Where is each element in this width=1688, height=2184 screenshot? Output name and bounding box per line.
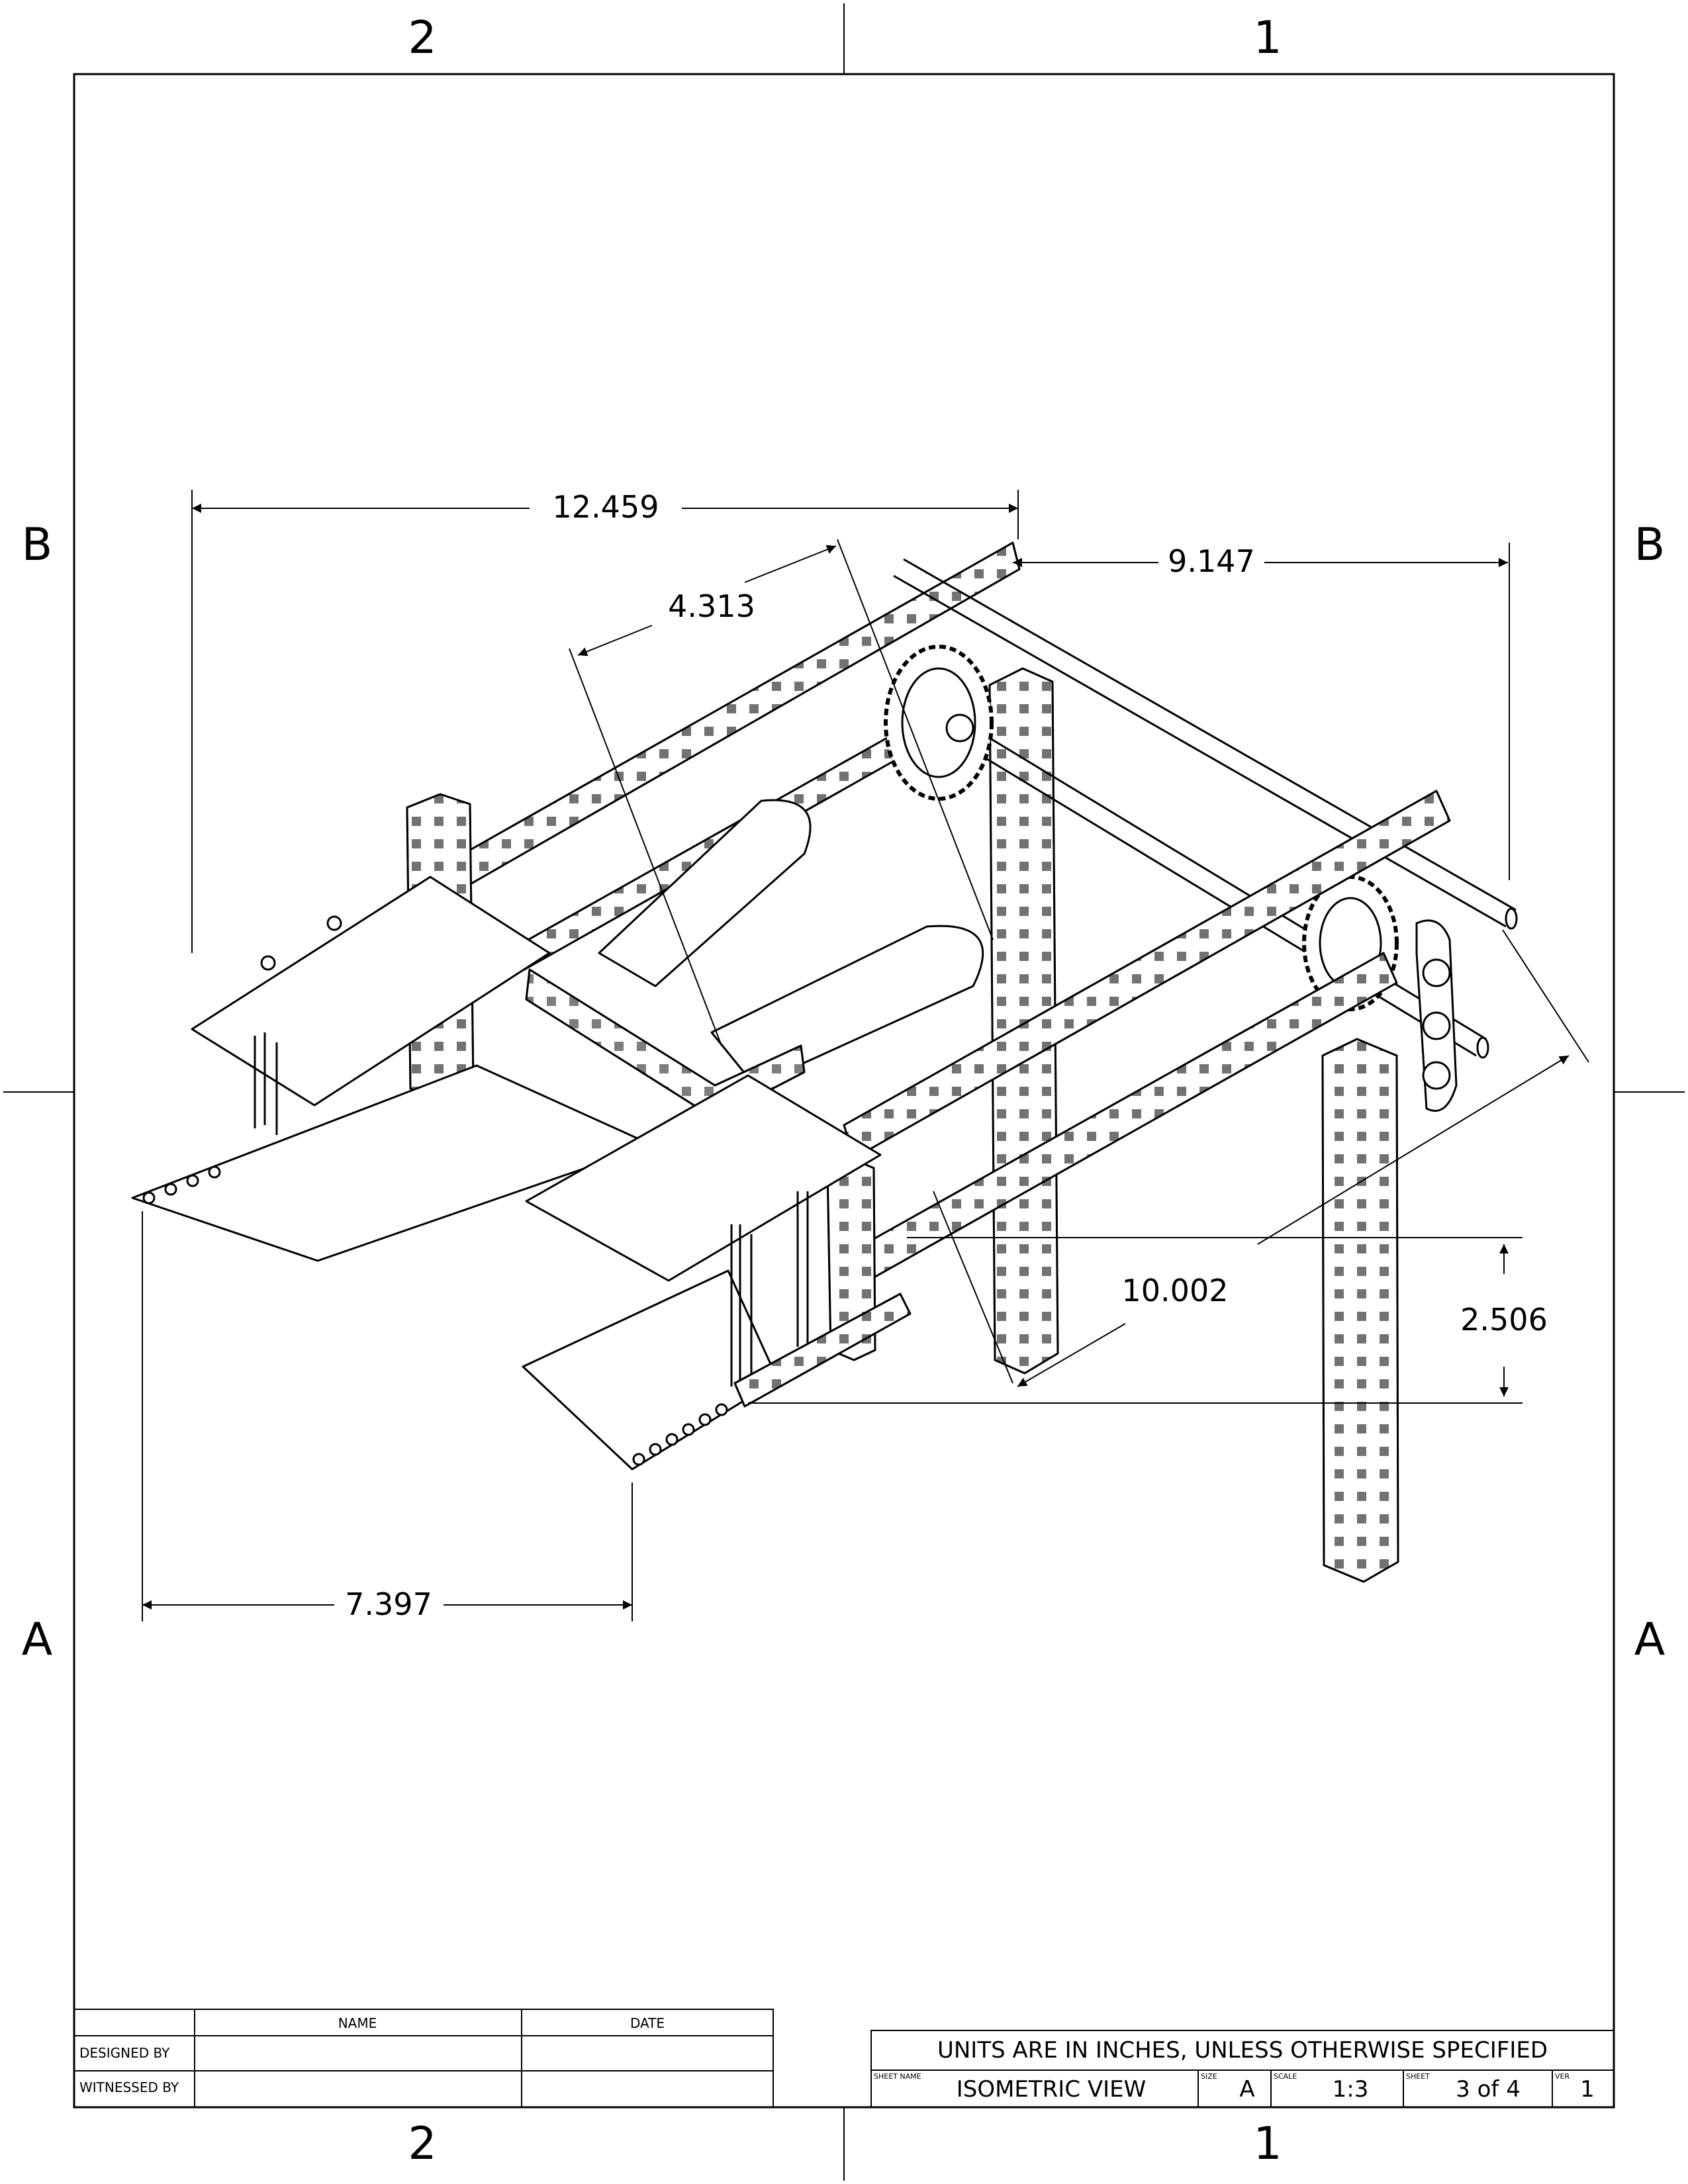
zone-label-left-upper: B (22, 519, 53, 571)
dimension-depth-right: 9.147 (1168, 543, 1255, 579)
zone-label-bottom-left: 2 (408, 2118, 436, 2170)
drive-shaft-lower (962, 727, 1489, 1059)
sheet-name-value: ISOMETRIC VIEW (957, 2076, 1147, 2103)
center-top-plate (525, 1074, 882, 1282)
dimension-diagonal: 10.002 (1122, 1273, 1229, 1308)
isometric-chassis-drawing (131, 541, 1518, 1583)
signature-block (73, 2009, 774, 2108)
right-tall-leg (1321, 1038, 1399, 1583)
sheet-label: SHEET (1406, 2072, 1430, 2081)
dimension-height-offset: 2.506 (1460, 1302, 1548, 1338)
designed-by-label: DESIGNED BY (79, 2045, 170, 2061)
size-label: SIZE (1201, 2072, 1217, 2081)
zone-label-left-lower: A (22, 1614, 53, 1666)
sheet-number-value: 3 of 4 (1456, 2076, 1521, 2103)
dimension-plate-width: 4.313 (668, 588, 755, 624)
witnessed-by-date-field[interactable] (523, 2072, 772, 2106)
slot-plate-upper (598, 799, 812, 987)
scale-value: 1:3 (1333, 2076, 1369, 2103)
zone-label-right-lower: A (1634, 1614, 1665, 1666)
left-top-plate (191, 876, 551, 1135)
sheet-name-label: SHEET NAME (874, 2072, 921, 2081)
zone-label-bottom-right: 1 (1253, 2118, 1282, 2170)
zone-dividers (3, 3, 1685, 2181)
ver-label: VER (1555, 2072, 1570, 2081)
front-standoffs (730, 1191, 809, 1387)
designed-by-date-field[interactable] (523, 2037, 772, 2070)
dimension-overall-width: 12.459 (553, 489, 659, 525)
drive-shaft-upper (893, 558, 1518, 930)
zone-label-right-upper: B (1634, 519, 1665, 571)
ver-value: 1 (1580, 2076, 1595, 2103)
left-lower-flap (131, 1064, 653, 1262)
signature-date-header: DATE (630, 2015, 665, 2031)
gear-upper (884, 645, 994, 801)
witnessed-by-name-field[interactable] (196, 2072, 520, 2106)
scale-label: SCALE (1274, 2072, 1297, 2081)
slot-plate-lower (710, 925, 984, 1087)
inner-cross-member (525, 968, 806, 1120)
dimension-flap-width: 7.397 (345, 1586, 432, 1622)
front-bottom-rail (733, 1293, 912, 1408)
witnessed-by-label: WITNESSED BY (79, 2079, 179, 2095)
title-block (870, 2030, 1615, 2108)
designed-by-name-field[interactable] (196, 2037, 520, 2070)
dimension-lines (142, 490, 1589, 1621)
bearing-bracket (1415, 919, 1458, 1112)
signature-name-header: NAME (338, 2015, 377, 2031)
units-note: UNITS ARE IN INCHES, UNLESS OTHERWISE SP… (937, 2037, 1548, 2064)
zone-label-top-left: 2 (408, 12, 436, 64)
upper-long-rail (462, 541, 1021, 885)
size-value: A (1239, 2076, 1254, 2103)
zone-label-top-right: 1 (1253, 12, 1282, 64)
